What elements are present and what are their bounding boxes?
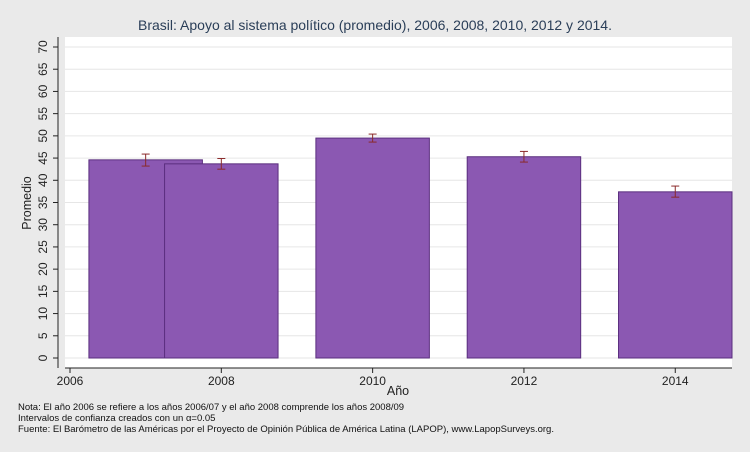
y-axis-title: Promedio [20, 176, 34, 230]
y-tick-label: 15 [36, 284, 50, 298]
x-tick-label: 2012 [511, 374, 538, 388]
x-axis-ticks: 2006 2008 2010 2012 2014 [57, 368, 689, 388]
x-tick-label: 2006 [57, 374, 84, 388]
y-tick-label: 50 [36, 129, 50, 143]
bars [88, 137, 733, 359]
y-tick-label: 45 [36, 151, 50, 165]
bar-2012 [466, 156, 582, 359]
note-line-1: Nota: El año 2006 se refiere a los años … [18, 402, 405, 413]
y-tick-label: 25 [36, 240, 50, 254]
footnotes: Nota: El año 2006 se refiere a los años … [18, 402, 554, 435]
y-tick-label: 20 [36, 262, 50, 276]
bar-2014 [618, 191, 733, 359]
note-line-3: Fuente: El Barómetro de las Américas por… [18, 424, 554, 435]
bar-2010 [315, 137, 430, 359]
y-tick-label: 40 [36, 173, 50, 187]
chart-title: Brasil: Apoyo al sistema político (prome… [138, 17, 612, 33]
y-tick-label: 55 [36, 107, 50, 121]
bar-2008 [164, 163, 279, 359]
y-tick-label: 10 [36, 307, 50, 321]
y-tick-label: 0 [36, 354, 50, 361]
y-tick-label: 65 [36, 62, 50, 76]
x-tick-label: 2014 [662, 374, 689, 388]
x-axis-title: Año [387, 384, 409, 398]
y-axis-ticks: 0 5 10 15 20 25 30 35 40 45 50 55 60 65 70 [36, 40, 58, 361]
x-tick-label: 2008 [208, 374, 235, 388]
y-tick-label: 5 [36, 332, 50, 339]
note-line-2: Intervalos de confianza creados con un α… [18, 413, 216, 424]
y-tick-label: 60 [36, 84, 50, 98]
x-tick-label: 2010 [359, 374, 386, 388]
y-tick-label: 35 [36, 196, 50, 210]
y-tick-label: 30 [36, 218, 50, 232]
error-bars [141, 133, 680, 198]
y-tick-label: 70 [36, 40, 50, 54]
